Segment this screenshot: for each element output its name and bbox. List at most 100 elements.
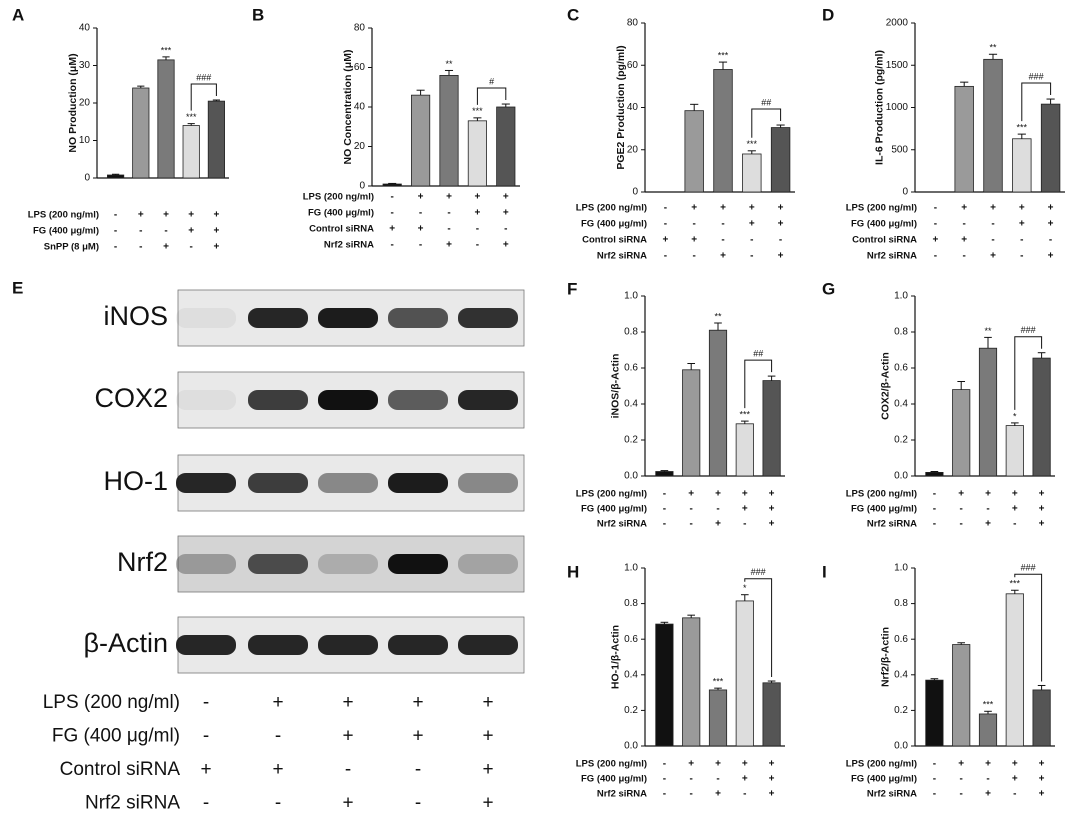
y-tick-label: 500 [891,144,908,155]
bar [467,120,487,187]
condition-sign: - [934,203,937,214]
condition-sign: + [272,692,283,713]
blot-band [388,635,448,655]
condition-sign: - [690,789,693,800]
condition-sign: - [960,504,963,515]
blot-band [388,308,448,328]
condition-label: FG (400 μg/ml) [33,226,99,237]
bar [496,106,516,187]
significance: *** [1010,579,1021,589]
condition-sign: + [272,759,283,780]
condition-sign: - [476,224,479,235]
blot-band [318,635,378,655]
y-tick-label: 0.8 [624,327,638,338]
blot-band [248,554,308,574]
panel-label: F [567,279,577,298]
blot-band [248,308,308,328]
y-tick-label: 20 [627,144,639,155]
y-tick-label: 0.6 [624,634,638,645]
condition-sign: + [1019,203,1025,214]
bar [708,329,728,477]
bar [925,471,944,477]
y-tick-label: 0.4 [894,669,908,680]
blot-band [318,308,378,328]
condition-sign: - [114,210,117,221]
condition-sign: + [1048,251,1054,262]
bar [742,153,762,193]
condition-sign: + [474,192,480,203]
bracket [744,359,773,409]
condition-sign: + [482,793,493,814]
y-tick-label: 40 [79,23,91,34]
condition-sign: - [1013,789,1016,800]
condition-sign: - [933,774,936,785]
y-tick-label: 0.2 [894,435,908,446]
condition-sign: + [1012,504,1018,515]
condition-sign: - [1020,235,1023,246]
condition-sign: - [663,759,666,770]
condition-sign: + [932,235,938,246]
blot-band [318,473,378,493]
bar [182,125,200,179]
condition-sign: - [664,203,667,214]
y-tick-label: 1.0 [894,291,908,302]
blot-band [388,554,448,574]
condition-sign: + [769,504,775,515]
condition-sign: + [138,210,144,221]
condition-sign: + [1048,203,1054,214]
condition-sign: - [690,519,693,530]
y-tick-label: 0.0 [894,741,908,752]
panel-label: D [822,5,834,24]
condition-sign: + [503,240,509,251]
condition-sign: + [961,203,967,214]
condition-label: Nrf2 siRNA [597,519,647,530]
y-tick-label: 0 [902,187,908,198]
bar [655,623,674,747]
panel-label: B [252,5,264,24]
significance: *** [186,112,197,122]
condition-sign: - [203,726,209,747]
y-tick-label: 30 [79,60,91,71]
condition-sign: + [482,692,493,713]
condition-sign: + [715,759,721,770]
condition-sign: + [769,789,775,800]
bar [682,617,701,747]
condition-sign: - [933,489,936,500]
condition-label: Control siRNA [852,235,917,246]
condition-sign: + [503,208,509,219]
significance: *** [747,139,758,149]
condition-sign: - [203,692,209,713]
condition-sign: - [743,789,746,800]
condition-sign: - [504,224,507,235]
condition-sign: - [743,519,746,530]
bracket-label: ### [751,567,766,577]
y-tick-label: 40 [354,102,366,113]
condition-sign: + [1019,219,1025,230]
y-tick-label: 0.8 [894,598,908,609]
significance: *** [740,409,751,419]
condition-sign: - [933,504,936,515]
y-axis-label: NO Concentration (μM) [342,50,354,165]
bar [439,75,459,187]
blot-row-label: HO-1 [103,466,168,496]
condition-sign: + [474,208,480,219]
condition-sign: + [958,759,964,770]
condition-sign: - [960,789,963,800]
blot-row-label: COX2 [94,383,168,413]
blot-strip [177,535,525,593]
blot-row-label: iNOS [103,301,168,331]
condition-sign: + [715,519,721,530]
significance: * [743,583,747,593]
condition-sign: + [482,759,493,780]
y-tick-label: 60 [627,60,639,71]
y-axis-label: HO-1/β-Actin [609,625,621,689]
bar [1032,689,1051,747]
condition-sign: - [664,251,667,262]
blot-band [176,473,236,493]
condition-label: Nrf2 siRNA [85,793,180,814]
condition-label: LPS (200 ng/ml) [846,203,917,214]
condition-sign: + [163,242,169,253]
condition-label: LPS (200 ng/ml) [576,759,647,770]
bar [157,59,175,179]
condition-sign: - [934,219,937,230]
